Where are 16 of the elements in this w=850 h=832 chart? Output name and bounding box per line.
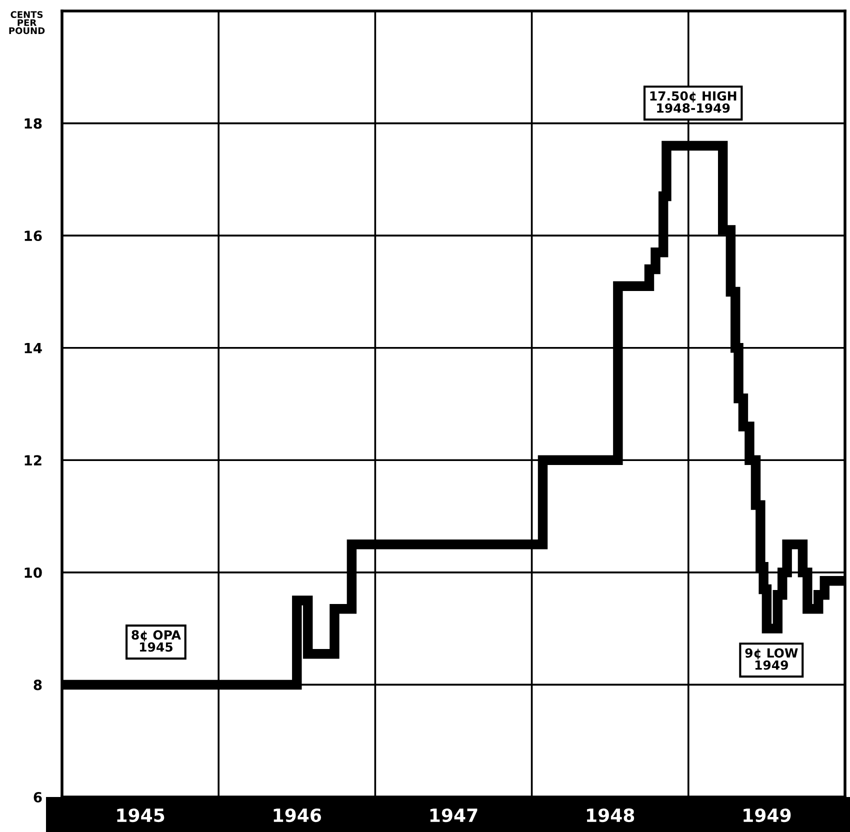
y-tick-label: 16 [24, 230, 42, 242]
x-tick-label: 1948 [587, 808, 634, 822]
y-tick-label: 18 [24, 118, 42, 129]
y-tick-label: 14 [24, 343, 42, 354]
y-axis-title: CENTS PER POUND [9, 11, 45, 34]
x-tick-label: 1945 [117, 808, 164, 822]
x-tick-label: 1949 [744, 808, 791, 822]
x-tick-label: 1947 [430, 808, 478, 822]
annotation: 8¢ OPA 1945 [132, 630, 181, 652]
y-tick-label: 10 [24, 567, 42, 578]
y-tick-label: 12 [24, 455, 42, 466]
y-tick-label: 6 [34, 792, 42, 802]
annotation: 9¢ LOW 1949 [745, 648, 798, 670]
y-tick-label: 8 [34, 680, 42, 690]
x-tick-label: 1946 [274, 808, 322, 822]
annotation: 17.50¢ HIGH 1948-1949 [650, 91, 736, 113]
